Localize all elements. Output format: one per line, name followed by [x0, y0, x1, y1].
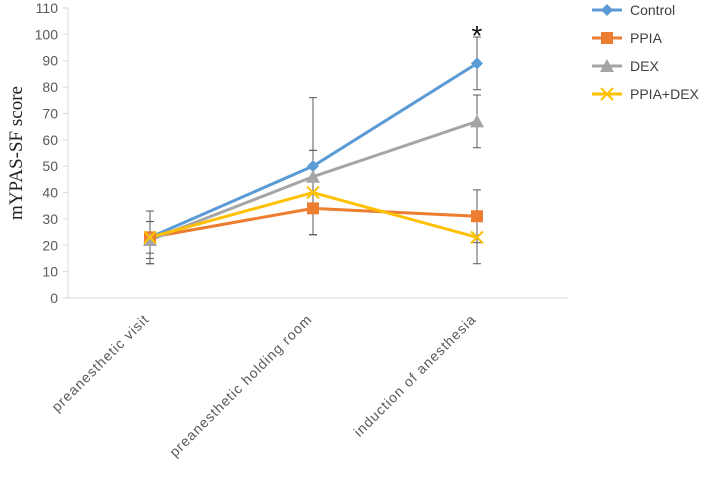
- y-axis-label: mYPAS-SF score: [6, 86, 27, 220]
- legend-marker: [600, 87, 614, 101]
- legend-label: PPIA+DEX: [630, 86, 700, 102]
- data-point-stroke: [306, 185, 320, 200]
- data-point: [307, 160, 319, 173]
- y-tick-label: 110: [36, 0, 59, 16]
- annotations: *: [472, 20, 483, 51]
- data-point: [471, 57, 483, 70]
- data-point-stroke: [470, 230, 484, 245]
- y-tick-label: 10: [42, 264, 58, 280]
- data-point: [306, 185, 320, 200]
- legend-marker: [600, 59, 614, 72]
- legend-item: PPIA+DEX: [592, 86, 700, 102]
- legend: Control PPIA DEX PPIA+DEX: [592, 2, 700, 102]
- legend-label: PPIA: [630, 30, 663, 46]
- legend-item: PPIA: [592, 30, 663, 46]
- data-point: [306, 169, 320, 183]
- data-point: [471, 210, 483, 223]
- y-tick-label: 80: [42, 79, 58, 95]
- data-point: [470, 114, 484, 128]
- legend-marker: [601, 32, 613, 44]
- significance-marker: *: [472, 20, 483, 51]
- x-tick-label: preanesthetic holding room: [166, 311, 315, 460]
- legend-marker-stroke: [600, 87, 614, 101]
- y-tick-label: 40: [42, 185, 58, 201]
- data-point: [470, 230, 484, 245]
- legend-label: DEX: [630, 58, 659, 74]
- y-tick-label: 90: [42, 53, 58, 69]
- data-point-stroke: [143, 230, 157, 245]
- x-axis: preanesthetic visit preanesthetic holding…: [48, 297, 568, 460]
- y-tick-label: 70: [42, 105, 58, 121]
- data-point: [307, 202, 319, 215]
- legend-item: DEX: [592, 58, 659, 74]
- data-point: [143, 233, 157, 246]
- series-markers: [143, 57, 484, 246]
- legend-marker: [601, 4, 613, 16]
- y-tick-label: 50: [42, 158, 58, 174]
- y-tick-label: 60: [42, 132, 58, 148]
- y-axis: 0 10 20 30 40 50 60 70 80 90 100 110: [35, 0, 69, 306]
- data-point: [143, 230, 157, 245]
- y-tick-label: 20: [42, 237, 58, 253]
- x-tick-label: induction of anesthesia: [350, 311, 479, 440]
- y-tick-label: 0: [50, 290, 58, 306]
- legend-item: Control: [592, 2, 675, 18]
- x-tick-label: preanesthetic visit: [48, 311, 152, 415]
- y-tick-label: 100: [35, 26, 59, 42]
- legend-label: Control: [630, 2, 675, 18]
- y-tick-label: 30: [42, 211, 58, 227]
